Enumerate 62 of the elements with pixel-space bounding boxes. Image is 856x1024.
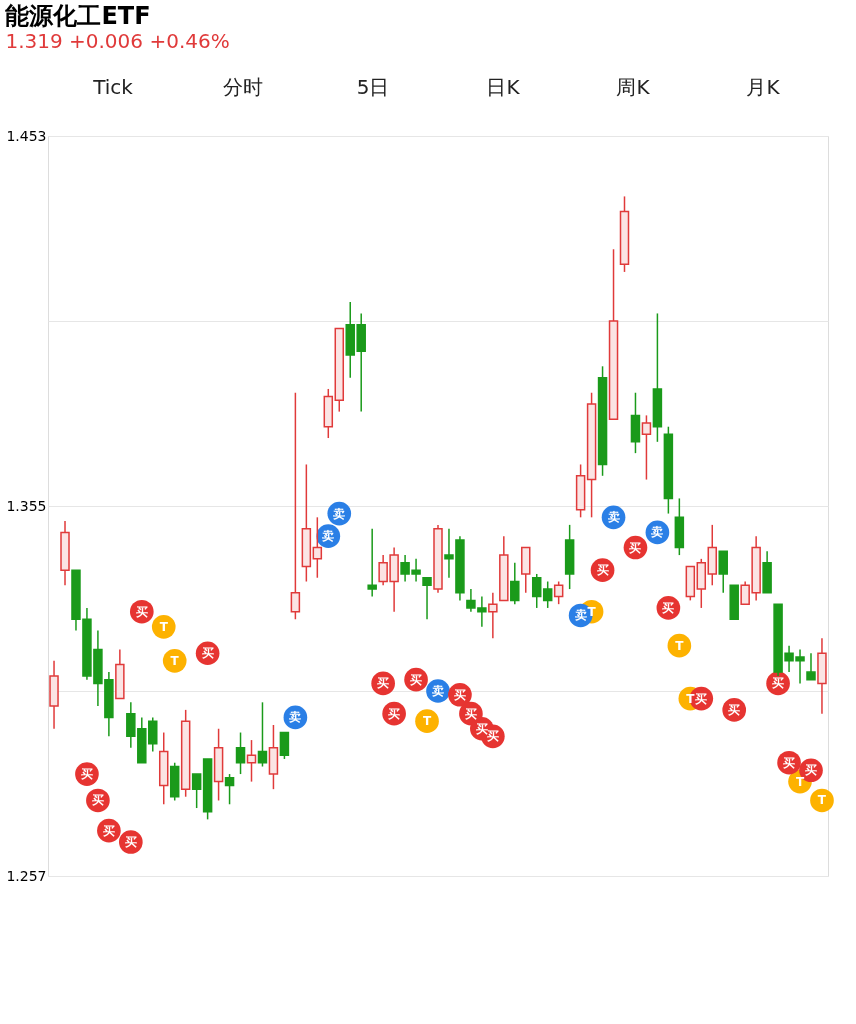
data-label: 买 (475, 721, 488, 736)
data-label: 买 (80, 767, 93, 782)
data-label: 买 (783, 755, 796, 770)
text: Tick (92, 75, 134, 99)
candlestick (312, 516, 323, 579)
candlestick (488, 592, 498, 639)
candlestick (806, 652, 816, 681)
data-label: 买 (102, 823, 115, 838)
y-tick-label: 1.453 (6, 127, 47, 144)
chart-title: 能源化工ETF (5, 2, 151, 30)
data-label: T (159, 619, 169, 634)
candlestick (191, 773, 202, 809)
data-label: 卖 (333, 506, 346, 521)
data-label: 买 (201, 646, 214, 661)
data-label: 卖 (432, 684, 444, 698)
data-label: 买 (377, 676, 390, 691)
data-label: 买 (629, 540, 642, 555)
candlestick (246, 739, 257, 783)
data-label: T (422, 714, 432, 729)
data-label: 买 (464, 706, 477, 721)
chart-subtitle: 1.319 +0.006 +0.46% (5, 29, 230, 53)
data-label: 买 (728, 702, 741, 717)
data-label: T (795, 774, 805, 789)
data-label: 买 (596, 563, 609, 578)
data-label: 买 (410, 672, 423, 687)
data-label: 买 (695, 691, 708, 706)
candlestick (224, 773, 235, 806)
data-label: 卖 (574, 608, 587, 623)
data-label: 卖 (651, 525, 664, 540)
candlestick (235, 731, 246, 775)
data-label: 买 (388, 706, 401, 721)
data-label: 买 (772, 676, 785, 691)
data-label: T (675, 638, 685, 653)
data-label: 买 (91, 793, 104, 808)
candlestick (290, 391, 301, 621)
data-label: 买 (805, 763, 817, 778)
candlestick (531, 573, 542, 609)
y-tick-label: 1.257 (6, 867, 47, 884)
candlestick (510, 561, 520, 605)
data-label: T (170, 653, 180, 668)
text: 5日 (356, 75, 390, 99)
candlestick (257, 701, 268, 768)
y-tick-label: 1.355 (6, 497, 47, 514)
text: 月K (746, 75, 781, 99)
candlestick (422, 576, 432, 621)
candlestick (542, 580, 553, 609)
data-label: 买 (124, 835, 137, 850)
data-label: 买 (135, 604, 148, 619)
data-label: 卖 (322, 529, 335, 544)
candlestick (367, 527, 377, 598)
candlestick (718, 550, 728, 594)
data-label: 卖 (607, 510, 620, 525)
data-label: 卖 (289, 710, 302, 725)
data-label: T (817, 793, 827, 808)
candlestick (553, 580, 564, 605)
data-label: 买 (662, 600, 675, 615)
candlestick (279, 731, 290, 760)
text: 分时 (223, 75, 263, 99)
candlestick (641, 414, 652, 481)
text: 周K (616, 75, 651, 99)
text: 日K (486, 75, 521, 99)
data-label: 买 (453, 687, 466, 702)
